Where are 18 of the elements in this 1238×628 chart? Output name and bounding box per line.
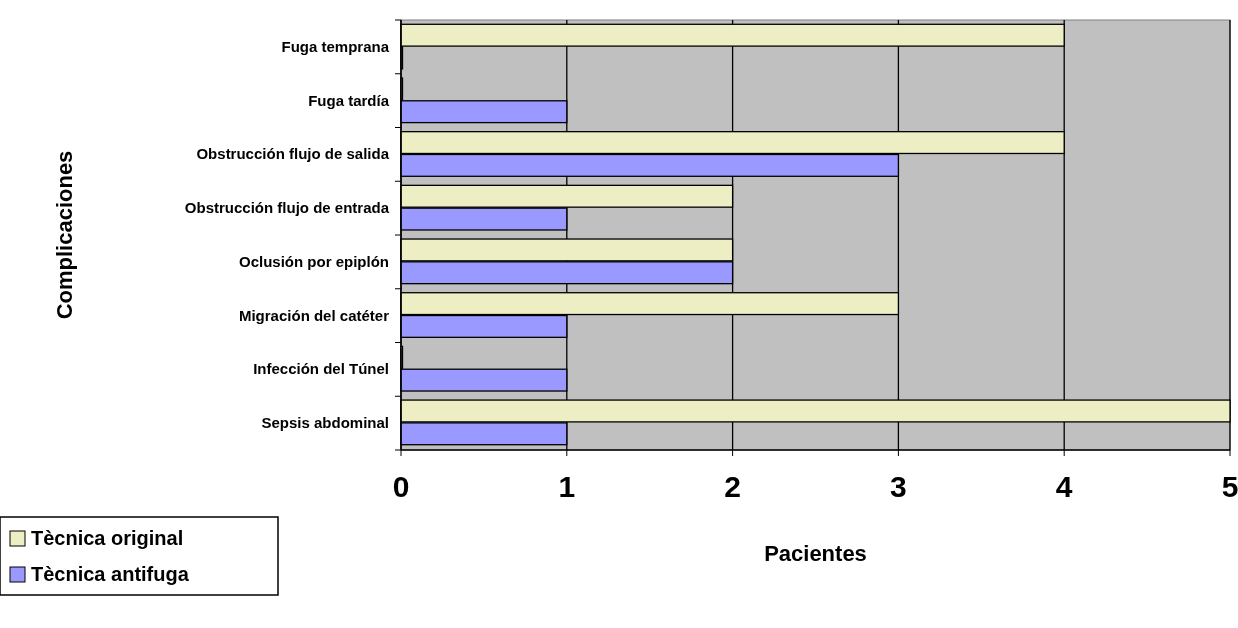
x-tick-label: 4: [1055, 470, 1073, 503]
x-tick-label: 5: [1221, 470, 1238, 503]
y-tick-label: Obstrucción flujo de entrada: [184, 199, 390, 217]
y-tick-label: Oclusión por epiplón: [239, 252, 389, 270]
x-tick-label: 0: [392, 470, 410, 503]
y-tick-label: Sepsis abdominal: [261, 413, 389, 431]
y-axis-title: Complicaciones: [52, 150, 77, 320]
legend-label: Tècnica antifuga: [31, 563, 190, 585]
y-tick-label: Fuga tardía: [308, 91, 390, 109]
x-axis-title: Pacientes: [764, 541, 867, 566]
y-tick-label: Fuga temprana: [281, 38, 390, 56]
x-tick-label: 2: [724, 470, 741, 503]
x-tick-label: 1: [558, 470, 576, 503]
y-tick-label: Infección del Túnel: [253, 360, 389, 378]
y-tick-label: Migración del catéter: [238, 306, 390, 324]
legend-label: Tècnica original: [31, 527, 184, 549]
y-tick-label: Obstrucción flujo de salida: [196, 145, 390, 163]
x-tick-label: 3: [890, 470, 907, 503]
